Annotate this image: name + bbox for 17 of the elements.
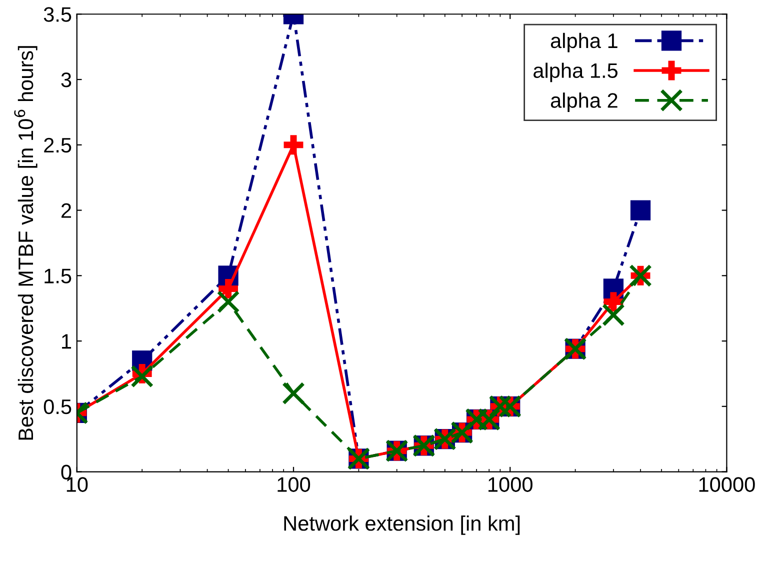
y-axis-title: Best discovered MTBF value [in 10$^{6}$ hours] xyxy=(14,46,38,440)
x-axis-title: Network extension [in km] xyxy=(284,516,520,535)
y-tick-label: 3.5 xyxy=(44,7,72,22)
legend-label: alpha 1 xyxy=(550,32,618,52)
y-tick-label: 2.5 xyxy=(44,138,72,153)
y-tick-label: 3 xyxy=(61,72,72,88)
x-tick-label: 1000 xyxy=(488,477,532,492)
y-tick-label: 0.5 xyxy=(44,399,72,414)
y-tick-label: 0 xyxy=(61,464,72,480)
y-tick-label: 2 xyxy=(62,203,71,218)
legend-label: alpha 2 xyxy=(550,92,618,112)
x-tick-label: 100 xyxy=(278,477,310,492)
x-tick-label: 10000 xyxy=(699,477,755,492)
y-tick-label: 1.5 xyxy=(44,268,72,284)
legend-label: alpha 1.5 xyxy=(534,62,618,82)
x-tick-label: 10 xyxy=(66,477,88,492)
y-tick-label: 1 xyxy=(62,334,72,349)
